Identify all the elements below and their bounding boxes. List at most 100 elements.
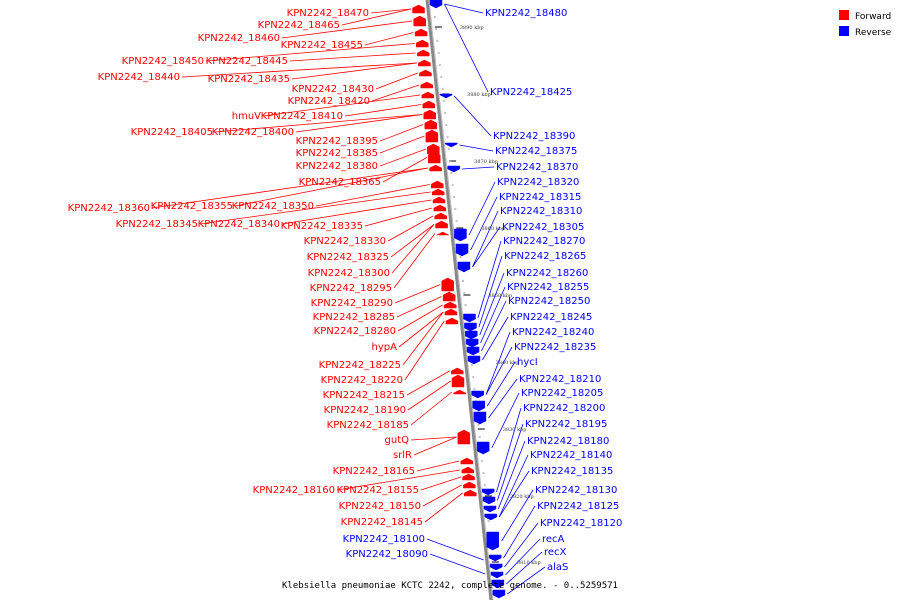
reverse-gene-label: KPN2242_18250 — [508, 296, 590, 307]
forward-leader-line — [370, 8, 411, 14]
legend-forward-swatch — [839, 10, 849, 20]
reverse-gene-arrow — [464, 322, 477, 332]
forward-gene-arrow — [429, 164, 442, 172]
forward-gene-label: KPN2242_18165 — [333, 466, 415, 477]
forward-gene-arrow — [421, 91, 435, 99]
reverse-gene-arrow — [465, 338, 479, 348]
forward-gene-label: KPN2242_18470 — [287, 8, 369, 19]
forward-gene-arrow — [412, 4, 425, 14]
forward-gene-label: KPN2242_18280 — [314, 326, 396, 337]
forward-gene-arrow — [431, 188, 445, 196]
forward-gene-label: KPN2242_18225 — [319, 360, 401, 371]
forward-leader-line — [379, 135, 425, 154]
forward-gene-label: KPN2242_18420 — [288, 96, 370, 107]
forward-gene-label: KPN2242_18450 — [122, 56, 204, 67]
reverse-leader-line — [429, 553, 486, 575]
forward-leader-line — [291, 62, 417, 80]
reverse-gene-label: KPN2242_18480 — [485, 8, 567, 19]
forward-leader-line — [410, 391, 453, 426]
forward-gene-label: KPN2242_18350 — [232, 201, 314, 212]
forward-gene-label: KPN2242_18150 — [339, 501, 421, 512]
reverse-gene-label: KPN2242_18195 — [525, 419, 607, 430]
forward-leader-line — [382, 157, 427, 183]
forward-gene-arrow — [423, 109, 436, 120]
forward-leader-line — [416, 460, 460, 472]
reverse-leader-line — [498, 470, 530, 518]
reverse-gene-label: KPN2242_18425 — [490, 87, 572, 98]
forward-gene-arrow — [462, 473, 475, 481]
reverse-gene-label: recX — [544, 547, 567, 558]
forward-gene-label: KPN2242_18455 — [281, 40, 363, 51]
reverse-gene-label: KPN2242_18265 — [504, 251, 586, 262]
forward-gene-arrow — [416, 39, 429, 48]
reverse-gene-arrow — [492, 589, 506, 599]
reverse-gene-label: KPN2242_18210 — [519, 374, 601, 385]
reverse-gene-arrow — [439, 93, 453, 99]
forward-gene-label: KPN2242_18285 — [313, 312, 395, 323]
forward-leader-line — [422, 484, 462, 507]
forward-gene-label: KPN2242_18435 — [208, 74, 290, 85]
forward-gene-label: KPN2242_18345 — [116, 219, 198, 230]
forward-leader-line — [398, 311, 444, 348]
reverse-leader-line — [504, 522, 539, 568]
reverse-leader-line — [481, 300, 507, 352]
reverse-leader-line — [501, 489, 534, 542]
reverse-gene-label: KPN2242_18120 — [540, 518, 622, 529]
forward-leader-line — [336, 469, 461, 491]
forward-gene-arrow — [417, 49, 430, 57]
forward-leader-line — [391, 224, 435, 274]
reverse-gene-label: KPN2242_18315 — [499, 192, 581, 203]
forward-gene-label: KPN2242_18380 — [296, 161, 378, 172]
reverse-gene-arrow — [483, 505, 497, 513]
gene-labels: KPN2242_18470KPN2242_18465KPN2242_18460K… — [68, 8, 623, 573]
reverse-gene-arrow — [489, 563, 503, 571]
leader-lines — [151, 3, 546, 595]
forward-leader-line — [387, 215, 434, 242]
forward-gene-arrow — [424, 119, 438, 130]
reverse-gene-label: KPN2242_18260 — [506, 268, 588, 279]
forward-leader-line — [375, 72, 418, 90]
forward-gene-arrow — [413, 15, 426, 27]
reverse-leader-line — [482, 316, 509, 361]
forward-gene-arrow — [453, 389, 466, 395]
forward-leader-line — [199, 191, 431, 225]
forward-leader-line — [394, 284, 441, 304]
forward-leader-line — [289, 52, 416, 62]
forward-gene-label: KPN2242_18220 — [321, 375, 403, 386]
forward-gene-label: KPN2242_18300 — [308, 268, 390, 279]
forward-gene-arrow — [463, 481, 476, 489]
reverse-leader-line — [507, 566, 546, 595]
forward-leader-line — [379, 124, 424, 142]
forward-gene-label: KPN2242_18290 — [311, 298, 393, 309]
forward-leader-line — [410, 436, 457, 441]
reverse-gene-label: KPN2242_18090 — [346, 549, 428, 560]
reverse-gene-label: KPN2242_18240 — [512, 327, 594, 338]
forward-gene-label: KPN2242_18190 — [324, 405, 406, 416]
forward-leader-line — [181, 62, 417, 78]
forward-gene-label: KPN2242_18215 — [323, 390, 405, 401]
ruler-kbp-label: 3850 kbp — [488, 293, 512, 299]
reverse-gene-label: hycI — [517, 357, 538, 368]
reverse-gene-arrow — [454, 228, 467, 242]
forward-gene-arrow — [451, 374, 465, 388]
reverse-gene-arrow — [457, 261, 471, 273]
reverse-leader-line — [462, 166, 495, 170]
reverse-gene-arrow — [465, 330, 478, 340]
reverse-leader-line — [470, 196, 498, 251]
reverse-gene-label: KPN2242_18130 — [535, 485, 617, 496]
ruler-kbp-label: 3890 kbp — [460, 25, 484, 31]
reverse-leader-line — [479, 272, 505, 336]
reverse-leader-line — [497, 440, 526, 510]
forward-gene-label: srlR — [393, 450, 412, 461]
reverse-gene-arrow — [488, 554, 502, 562]
forward-gene-label: KPN2242_18340 — [198, 219, 280, 230]
reverse-gene-arrow — [476, 441, 490, 455]
forward-gene-arrow — [419, 69, 432, 77]
reverse-gene-arrow — [473, 411, 487, 425]
forward-gene-arrow — [427, 151, 441, 164]
forward-gene-label: KPN2242_18460 — [198, 33, 280, 44]
forward-gene-label: KPN2242_18430 — [292, 84, 374, 95]
reverse-gene-label: KPN2242_18200 — [523, 403, 605, 414]
reverse-gene-arrow — [472, 400, 486, 412]
reverse-leader-line — [444, 3, 489, 93]
